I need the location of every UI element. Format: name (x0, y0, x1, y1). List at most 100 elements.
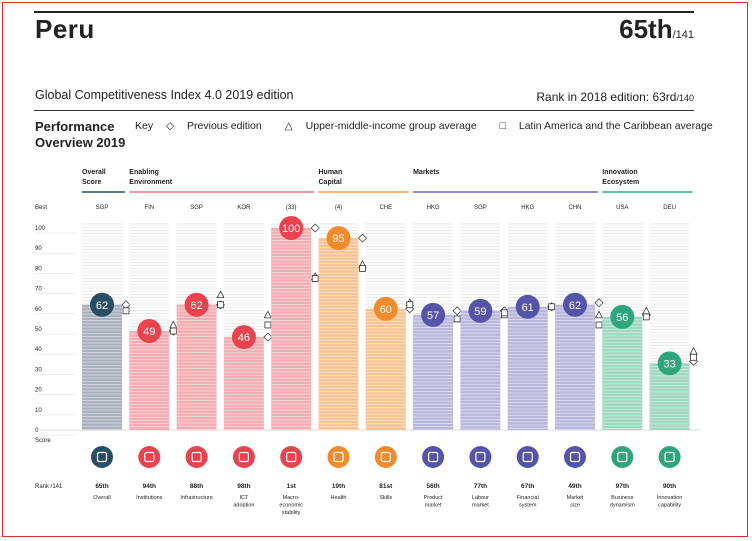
previous-edition-marker (594, 298, 604, 308)
score-value: 100 (282, 223, 300, 235)
best-economy-label: CHE (379, 205, 392, 211)
score-value: 46 (238, 332, 250, 344)
performance-title: Performance Overview 2019 (35, 119, 125, 151)
pillar-name: Macro- (283, 495, 300, 501)
pillar-rank: 67th (521, 483, 534, 490)
icon-glyph (96, 451, 108, 463)
score-value: 61 (522, 302, 534, 314)
best-economy-label: HKG (521, 205, 534, 211)
icon-glyph (617, 451, 628, 463)
score-value: 60 (380, 304, 392, 316)
pillar-rank: 19th (332, 483, 345, 490)
country-title: Peru (35, 14, 95, 44)
group-average-marker (169, 320, 178, 329)
icon-glyph (191, 451, 202, 463)
y-tick-label: 70 (35, 287, 42, 293)
pillar-rank: 81st (379, 483, 393, 490)
group-label: Enabling (129, 169, 159, 176)
pillar-name: Market (567, 495, 584, 501)
pillar-name: Overall (93, 495, 110, 501)
diamond-icon: ◇ (166, 120, 175, 132)
score-circle (184, 292, 209, 317)
expand-icon (564, 446, 586, 468)
best-economy-label: KOR (237, 205, 251, 211)
legend-item-label: Latin America and the Caribbean average (518, 120, 713, 132)
percent-icon (280, 446, 303, 468)
score-value: 33 (663, 358, 675, 370)
group-label: Ecosystem (602, 179, 639, 186)
latam-average-marker (453, 315, 461, 323)
icon-glyph (664, 451, 675, 463)
y-tick-label: 100 (35, 226, 46, 232)
score-value: 62 (569, 300, 581, 312)
y-tick-label: 50 (35, 327, 42, 333)
pillar-name: system (519, 503, 537, 509)
pillar-name: Innovation (657, 495, 682, 501)
score-bar (460, 310, 501, 430)
pillar-rank: 94th (143, 483, 156, 490)
latam-average-marker (311, 275, 319, 282)
tag-icon (422, 446, 445, 468)
pillar-name: Institutions (136, 495, 163, 501)
people-icon (469, 446, 492, 468)
score-circle (515, 294, 540, 319)
score-bar (82, 304, 122, 430)
icon-glyph (333, 451, 344, 463)
best-economy-label: SGP (190, 205, 203, 211)
score-bar (271, 228, 312, 430)
pillar-name: adoption (233, 503, 254, 509)
y-tick-label: 90 (35, 246, 42, 252)
score-circle (657, 351, 682, 376)
pillar-rank: 49th (568, 483, 581, 490)
group-average-marker (263, 310, 273, 319)
rank-value: 65th (619, 14, 673, 44)
best-economy-label: FIN (144, 205, 154, 211)
score-bar (507, 306, 548, 430)
pillar-name: capability (658, 503, 681, 509)
pillar-name: Labour (472, 495, 489, 501)
separator-rule (34, 110, 694, 111)
legend-item-latam-avg: □ Latin America and the Caribbean averag… (500, 120, 723, 132)
icon-glyph (428, 451, 439, 463)
latam-average-marker (122, 307, 130, 315)
building-icon (611, 446, 634, 468)
score-bar (129, 331, 170, 430)
y-tick-label: 80 (35, 266, 42, 272)
latam-average-marker (217, 301, 225, 309)
triangle-icon: △ (284, 120, 293, 132)
icon-glyph (522, 451, 533, 463)
best-economy-label: SGP (96, 205, 109, 211)
top-rule (34, 11, 694, 13)
score-bar (555, 304, 595, 430)
overall-rank: 65th/141 (619, 14, 694, 45)
icon-glyph (238, 451, 249, 463)
latam-average-marker (690, 353, 697, 361)
person-icon (374, 446, 397, 468)
score-value: 62 (190, 300, 202, 312)
square-icon: □ (499, 120, 506, 132)
latam-average-marker (169, 327, 177, 335)
latam-average-marker (264, 321, 272, 329)
pillar-name: size (570, 503, 580, 509)
pillar-name: Health (331, 495, 347, 501)
legend-item-group-avg: △ Upper-middle-income group average (285, 120, 487, 132)
legend-item-previous: ◇ Previous edition (166, 120, 272, 132)
y-tick-label: 60 (35, 307, 42, 313)
score-circle (373, 296, 398, 321)
score-circle (563, 292, 587, 317)
pillar-rank: 65th (95, 483, 108, 490)
score-circle (279, 216, 304, 240)
pillar-rank: 90th (663, 483, 676, 490)
latam-average-marker (548, 303, 556, 311)
edition-title: Global Competitiveness Index 4.0 2019 ed… (35, 88, 294, 102)
latam-average-marker (595, 321, 603, 329)
previous-edition-marker (452, 306, 462, 316)
group-average-marker (689, 346, 698, 355)
pillar-name: Product (424, 495, 443, 501)
previous-rank: Rank in 2018 edition: 63rd/140 (536, 90, 694, 104)
score-value: 62 (96, 300, 108, 312)
best-economy-label: USA (616, 205, 628, 211)
lightbulb-icon (658, 446, 681, 468)
group-label: Human (319, 169, 343, 176)
